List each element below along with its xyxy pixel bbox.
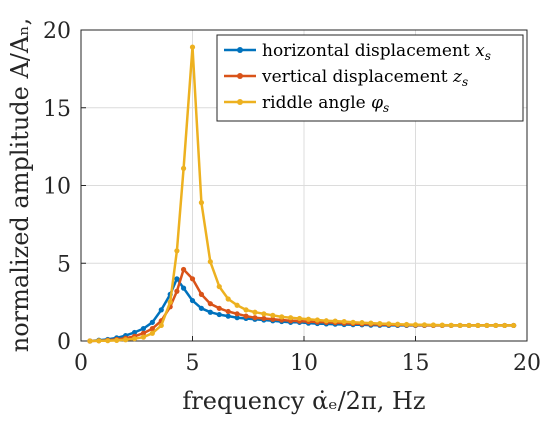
data-point bbox=[288, 315, 294, 321]
data-point bbox=[180, 165, 187, 171]
y-tick-label: 15 bbox=[43, 97, 71, 122]
legend-box bbox=[216, 34, 524, 122]
data-point bbox=[189, 297, 196, 304]
x-tick-label: 15 bbox=[402, 351, 430, 376]
data-point bbox=[457, 322, 463, 329]
data-point bbox=[225, 308, 231, 315]
legend-entry: riddle angle φs bbox=[262, 93, 389, 115]
data-point bbox=[198, 200, 205, 206]
x-tick-label: 5 bbox=[186, 351, 200, 376]
x-tick-label: 10 bbox=[290, 351, 318, 376]
data-point bbox=[174, 276, 180, 282]
data-point bbox=[216, 311, 222, 318]
data-point bbox=[493, 322, 499, 329]
x-axis-label: frequency α̇ₑ/2π, Hz bbox=[182, 387, 425, 415]
data-point bbox=[207, 259, 213, 265]
data-point bbox=[323, 318, 329, 324]
y-tick-label: 5 bbox=[57, 252, 71, 277]
legend-marker bbox=[237, 47, 243, 53]
data-point bbox=[395, 321, 401, 327]
data-point bbox=[158, 307, 164, 313]
data-point bbox=[216, 305, 222, 311]
data-point bbox=[149, 330, 155, 336]
data-point bbox=[270, 312, 276, 318]
data-point bbox=[279, 314, 285, 320]
data-point bbox=[252, 309, 258, 315]
data-point bbox=[207, 309, 213, 315]
data-point bbox=[207, 301, 213, 307]
legend-entry: vertical displacement zs bbox=[261, 67, 468, 89]
data-point bbox=[511, 322, 517, 329]
data-point bbox=[421, 322, 428, 328]
data-point bbox=[261, 311, 267, 317]
data-point bbox=[484, 322, 490, 329]
data-point bbox=[386, 321, 392, 327]
x-tick-label: 20 bbox=[513, 351, 541, 376]
data-point bbox=[140, 330, 147, 336]
data-point bbox=[341, 318, 347, 325]
legend-entry: horizontal displacement xs bbox=[262, 41, 491, 63]
data-point bbox=[189, 276, 196, 282]
data-point bbox=[448, 322, 454, 328]
data-point bbox=[332, 318, 338, 324]
data-point bbox=[305, 316, 312, 322]
series-3 bbox=[87, 44, 517, 344]
y-tick-label: 20 bbox=[43, 19, 71, 44]
data-point bbox=[198, 305, 205, 311]
data-point bbox=[180, 266, 187, 273]
data-point bbox=[234, 311, 240, 317]
legend: horizontal displacement xs vertical displ… bbox=[216, 34, 524, 122]
data-point bbox=[243, 313, 249, 319]
data-point bbox=[359, 320, 365, 326]
data-point bbox=[430, 322, 436, 328]
data-point bbox=[502, 322, 508, 329]
data-point bbox=[140, 325, 147, 332]
data-point bbox=[174, 248, 180, 254]
data-point bbox=[174, 288, 180, 294]
data-point bbox=[105, 338, 111, 344]
data-point bbox=[243, 307, 249, 313]
data-point bbox=[198, 291, 205, 297]
data-point bbox=[158, 322, 164, 329]
data-point bbox=[149, 325, 155, 332]
data-point bbox=[368, 320, 374, 326]
data-point bbox=[377, 320, 383, 327]
data-point bbox=[96, 338, 102, 344]
data-point bbox=[189, 44, 196, 50]
data-point bbox=[270, 316, 276, 322]
data-point bbox=[131, 336, 138, 342]
data-point bbox=[412, 322, 419, 328]
data-point bbox=[261, 315, 267, 322]
data-point bbox=[167, 299, 173, 305]
axis-ticks: 0 5 10 15 20 0 5 10 15 20 bbox=[43, 19, 541, 376]
data-point bbox=[234, 315, 240, 321]
y-tick-label: 0 bbox=[57, 330, 71, 355]
data-point bbox=[252, 315, 258, 321]
data-point bbox=[225, 296, 231, 302]
data-point bbox=[140, 334, 147, 340]
data-point bbox=[123, 337, 129, 343]
data-point bbox=[149, 319, 155, 325]
data-point bbox=[234, 302, 240, 308]
legend-marker bbox=[237, 73, 243, 79]
data-point bbox=[225, 313, 231, 319]
data-point bbox=[403, 321, 410, 328]
data-point bbox=[350, 319, 356, 325]
x-tick-label: 0 bbox=[74, 351, 88, 376]
y-axis-label: normalized amplitude A/Aₙ, bbox=[6, 18, 34, 352]
data-point bbox=[314, 317, 320, 323]
y-tick-label: 10 bbox=[43, 175, 71, 200]
data-point bbox=[131, 329, 138, 336]
data-point bbox=[439, 322, 445, 328]
series-group bbox=[87, 44, 517, 344]
data-point bbox=[466, 322, 472, 329]
data-point bbox=[87, 338, 93, 344]
data-point bbox=[180, 285, 187, 291]
data-point bbox=[114, 337, 120, 343]
data-point bbox=[475, 322, 481, 329]
legend-marker bbox=[237, 99, 243, 105]
data-point bbox=[216, 283, 222, 290]
data-point bbox=[296, 315, 303, 322]
